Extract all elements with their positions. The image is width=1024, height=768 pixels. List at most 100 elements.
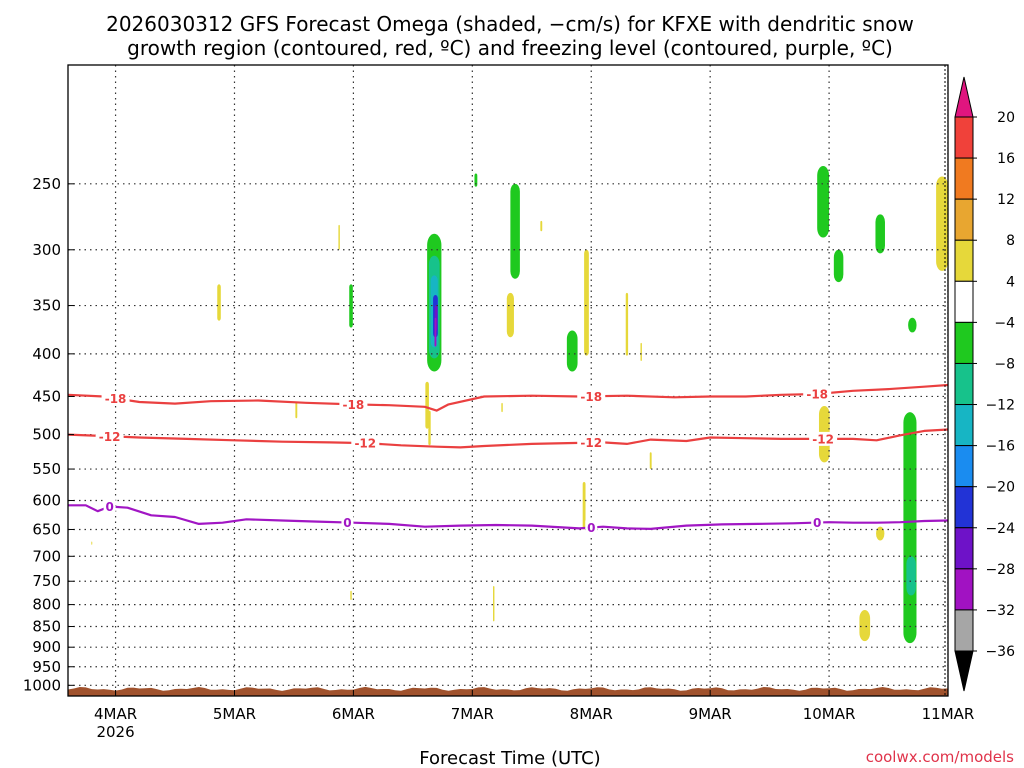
colorbar-bin — [954, 362, 974, 406]
y-tick-label: 750 — [32, 572, 61, 590]
plot-area: -18 -18 -18 -18 -12 -12 -12 -12 0 0 0 0 — [68, 65, 948, 696]
y-tick-label: 400 — [32, 345, 61, 363]
contour-label-bg — [101, 391, 130, 406]
omega-cell — [425, 381, 429, 429]
y-tick-label: 900 — [32, 638, 61, 656]
omega-cell — [349, 284, 353, 328]
omega-cell — [510, 183, 520, 279]
y-tick-label: 350 — [32, 297, 61, 315]
colorbar-bin — [954, 445, 974, 488]
x-tick-label: 8MAR — [570, 705, 613, 723]
y-tick-label: 800 — [32, 596, 61, 614]
y-tick-label: 850 — [32, 618, 61, 636]
y-tick-label: 700 — [32, 547, 61, 565]
colorbar-label: −4 — [994, 315, 1015, 331]
contour-label: 0 — [343, 516, 351, 530]
contour-label: -18 — [343, 398, 365, 412]
omega-cell — [506, 292, 514, 338]
colorbar-label: −12 — [985, 398, 1015, 414]
omega-cell — [817, 166, 830, 238]
contour-label-bg — [339, 397, 368, 412]
colorbar-label: −20 — [985, 480, 1015, 496]
omega-cell — [540, 220, 543, 232]
colorbar-label: −8 — [994, 356, 1015, 372]
colorbar-label: 4 — [1006, 274, 1015, 290]
contour-label-bg — [585, 520, 598, 535]
contour-label-bg — [95, 429, 124, 444]
contour-label-bg — [103, 499, 116, 514]
colorbar: 20 16 12 8 4 −4 −8 −12 −16 −20 −24 −28 −32 −36 — [954, 76, 1015, 692]
colorbar-label: 8 — [1006, 233, 1015, 249]
colorbar-label: −36 — [985, 644, 1015, 660]
omega-cell — [295, 402, 298, 419]
y-tick-label: 450 — [32, 387, 61, 405]
colorbar-bottom-arrow — [954, 650, 974, 692]
y-tick-label: 300 — [32, 241, 61, 259]
colorbar-label: −28 — [985, 562, 1015, 578]
contour-label: 0 — [587, 521, 595, 535]
omega-cell — [908, 317, 917, 333]
omega-cell — [434, 317, 437, 347]
omega-cell — [833, 249, 844, 283]
omega-cell — [625, 292, 629, 356]
colorbar-bin — [954, 527, 974, 570]
x-tick-label: 11MAR — [922, 705, 975, 723]
omega-cell — [640, 342, 642, 362]
y-tick-label: 600 — [32, 492, 61, 510]
x-tick-label: 5MAR — [213, 705, 256, 723]
colorbar-bin — [954, 321, 974, 364]
omega-cell — [875, 214, 885, 254]
y-tick-label: 650 — [32, 520, 61, 538]
x-tick-label: 10MAR — [803, 705, 856, 723]
colorbar-bin — [954, 404, 974, 447]
colorbar-label: −32 — [985, 603, 1015, 619]
omega-cell — [584, 249, 589, 356]
omega-cell — [493, 586, 495, 622]
contour-line — [68, 428, 948, 449]
omega-cell — [474, 173, 478, 187]
omega-cell — [501, 402, 503, 413]
credit-text: coolwx.com/models — [866, 748, 1014, 766]
y-tick-label: 500 — [32, 426, 61, 444]
omega-cell — [876, 526, 885, 541]
contour-label-bg — [803, 387, 832, 402]
omega-cell — [217, 284, 221, 321]
x-tick-sublabel: 2026 — [96, 723, 134, 741]
omega-cell — [906, 556, 916, 596]
colorbar-bin — [954, 198, 974, 241]
contour-label-bg — [811, 515, 824, 530]
colorbar-bin — [954, 568, 974, 611]
contour-label-bg — [577, 435, 606, 450]
omega-cell — [566, 330, 578, 372]
contour-label: 0 — [105, 500, 113, 514]
contour-label-bg — [809, 431, 838, 446]
contour-label: -18 — [105, 392, 127, 406]
omega-cell — [428, 410, 431, 446]
omega-cell — [350, 590, 352, 601]
omega-cell — [903, 412, 917, 644]
colorbar-bin — [954, 486, 974, 529]
colorbar-label: 12 — [997, 192, 1015, 208]
contour-label: -12 — [580, 436, 602, 450]
plot-frame — [67, 64, 949, 697]
omega-cell — [936, 176, 948, 271]
y-tick-label: 550 — [32, 460, 61, 478]
contour-label: -12 — [99, 430, 121, 444]
contour-label: -18 — [806, 388, 828, 402]
x-axis-label: Forecast Time (UTC) — [419, 748, 600, 768]
chart-title-line2: growth region (contoured, red, ºC) and f… — [127, 36, 893, 60]
contour-label: 0 — [813, 516, 821, 530]
contour-label: -18 — [580, 390, 602, 404]
colorbar-bin — [954, 609, 974, 652]
x-tick-label: 7MAR — [451, 705, 494, 723]
colorbar-bin — [954, 280, 974, 323]
colorbar-label: 16 — [997, 151, 1015, 167]
omega-cell — [91, 541, 93, 545]
contour-label-bg — [351, 436, 380, 451]
colorbar-bin — [954, 116, 974, 159]
omega-cell — [649, 452, 652, 470]
terrain-fill — [68, 686, 948, 696]
omega-cell — [859, 609, 871, 642]
